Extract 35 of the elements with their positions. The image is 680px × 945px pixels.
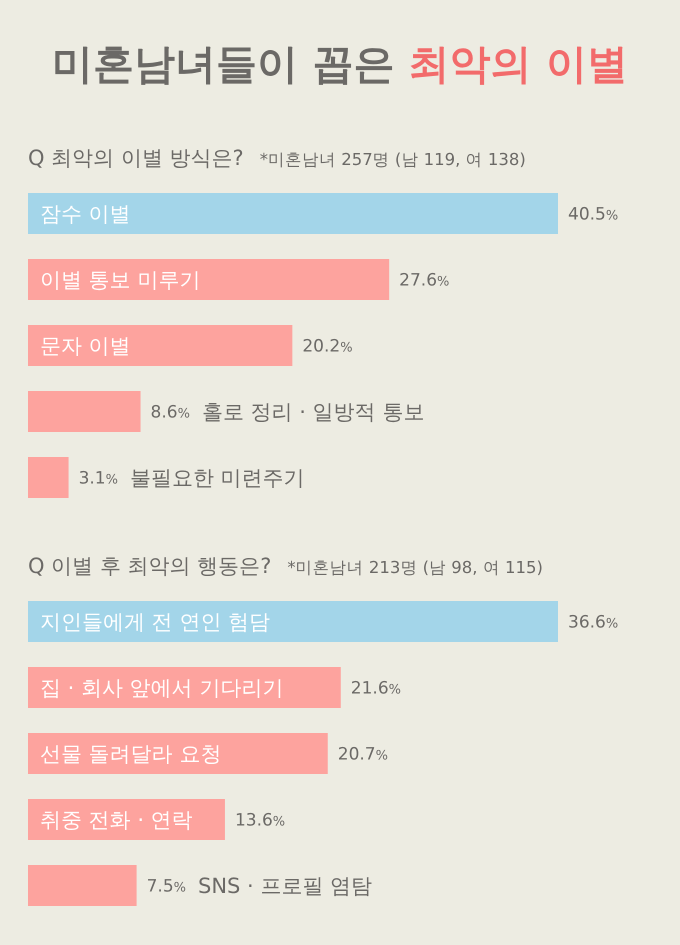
data-label: 7.5%	[146, 876, 186, 896]
text: *미혼남녀 257명 (남 119, 여 138)	[260, 150, 526, 169]
data-label: 40.5%	[568, 204, 618, 224]
y-tick-label: 문자 이별	[40, 334, 131, 358]
y-tick-label: SNS · 프로필 염탐	[198, 874, 372, 898]
chart-subtitle: Q 이별 후 최악의 행동은?	[28, 554, 272, 578]
chart-title: 미혼남녀들이 꼽은 최악의 이별	[52, 40, 628, 88]
y-tick-label: 홀로 정리 · 일방적 통보	[202, 400, 424, 424]
bar	[28, 193, 558, 234]
y-tick-label: 선물 돌려달라 요청	[40, 742, 222, 766]
bar	[28, 391, 141, 432]
y-tick-label: 불필요한 미련주기	[130, 466, 305, 490]
data-label: 8.6%	[150, 402, 190, 422]
data-label: 13.6%	[234, 810, 286, 830]
bar	[28, 667, 341, 708]
bar	[28, 601, 558, 642]
data-label: 36.6%	[568, 612, 618, 632]
data-label: 27.6%	[399, 270, 450, 290]
text: *미혼남녀 213명 (남 98, 여 115)	[287, 558, 543, 577]
bar	[28, 259, 390, 300]
bar	[28, 865, 137, 906]
bar	[28, 799, 225, 840]
y-tick-label: 잠수 이별	[40, 202, 131, 226]
chart-subtitle: Q 최악의 이별 방식은?	[28, 146, 244, 170]
bar	[28, 457, 69, 498]
y-tick-label: 취중 전화 · 연락	[40, 808, 193, 832]
y-tick-label: 집 · 회사 앞에서 기다리기	[40, 676, 284, 700]
data-label: 3.1%	[78, 468, 118, 488]
data-label: 21.6%	[350, 678, 402, 698]
y-tick-label: 지인들에게 전 연인 험담	[40, 610, 270, 634]
y-tick-label: 이별 통보 미루기	[40, 268, 200, 292]
bar	[28, 325, 292, 366]
data-label: 20.2%	[302, 336, 353, 356]
bar	[28, 733, 328, 774]
data-label: 20.7%	[338, 744, 388, 764]
